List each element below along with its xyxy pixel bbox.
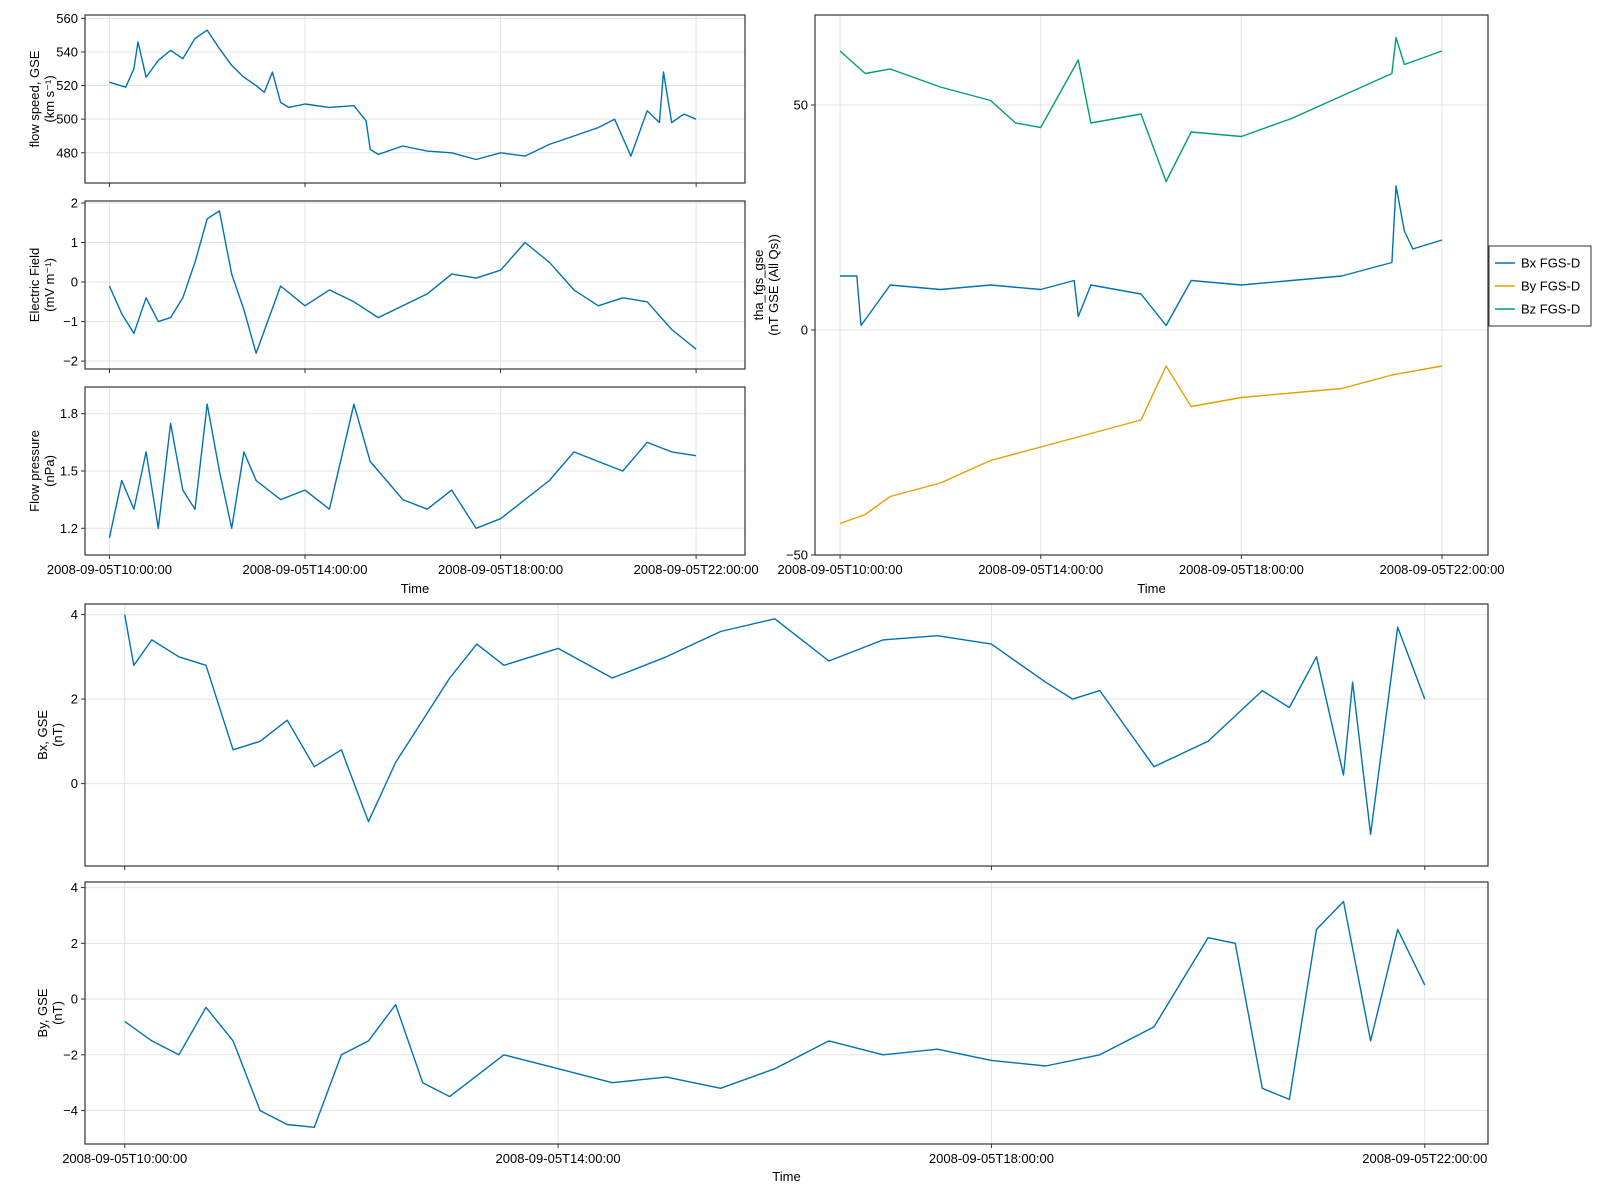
series-line-electric-field — [108, 210, 697, 354]
y-tick-label: −1 — [63, 314, 78, 329]
plot-frame — [84, 14, 746, 184]
x-tick-label: 2008-09-05T18:00:00 — [1179, 562, 1304, 577]
x-tick-label: 2008-09-05T14:00:00 — [496, 1151, 621, 1166]
y-tick-label: 50 — [794, 98, 808, 113]
y-tick-label: 480 — [56, 145, 78, 160]
y-tick-label: 500 — [56, 112, 78, 127]
plot-frame — [84, 881, 1489, 1145]
x-tick-label: 2008-09-05T10:00:00 — [62, 1151, 187, 1166]
x-tick-label: 2008-09-05T10:00:00 — [47, 562, 172, 577]
y-tick-label: −4 — [63, 1103, 78, 1118]
y-tick-label: 520 — [56, 78, 78, 93]
y-tick-label: 2 — [71, 936, 78, 951]
legend-label: Bz FGS-D — [1521, 302, 1580, 317]
x-tick-label: 2008-09-05T22:00:00 — [1379, 562, 1504, 577]
y-tick-label: 1.8 — [60, 406, 78, 421]
y-axis-label: flow speed, GSE(km s⁻¹) — [27, 50, 57, 147]
y-tick-label: 0 — [801, 323, 808, 338]
y-axis-label-line: Bx, GSE — [35, 710, 50, 760]
y-axis-label-line: (nT) — [50, 723, 65, 747]
y-axis-label: Flow pressure(nPa) — [27, 430, 57, 512]
series-line-flow-speed — [109, 29, 697, 161]
y-axis-label-line: (mV m⁻¹) — [42, 258, 57, 312]
tha-fgs-gse-panel: −50 0 50 2008-09-05T10:00:00 2008-09-05T14:0… — [751, 14, 1592, 596]
y-axis-label-line: (km s⁻¹) — [42, 75, 57, 122]
legend-label: By FGS-D — [1521, 279, 1580, 294]
y-axis-label: tha_fgs_gse(nT GSE (All Qs)) — [751, 234, 781, 336]
legend: Bx FGS-D By FGS-D Bz FGS-D — [1488, 245, 1592, 327]
x-axis-label: Time — [772, 1169, 800, 1184]
y-tick-label: 4 — [71, 880, 78, 895]
y-tick-label: −2 — [63, 354, 78, 369]
x-tick-label: 2008-09-05T14:00:00 — [242, 562, 367, 577]
y-tick-label: 0 — [71, 776, 78, 791]
y-axis-label-line: tha_fgs_gse — [751, 250, 766, 321]
y-axis-label: Electric Field(mV m⁻¹) — [27, 248, 57, 322]
legend-label: Bx FGS-D — [1521, 256, 1580, 271]
y-tick-label: 1.2 — [60, 521, 78, 536]
series-line-bx-fgs-d — [840, 185, 1443, 327]
x-axis-label: Time — [1137, 581, 1165, 596]
by-gse-panel: −4 −2 0 2 4 2008-09-05T10:00:00 2008-09-05T14:… — [35, 880, 1489, 1184]
y-axis-label-line: (nT GSE (All Qs)) — [766, 234, 781, 336]
y-tick-label: 0 — [71, 992, 78, 1007]
y-tick-label: −50 — [786, 548, 808, 563]
y-tick-label: 2 — [71, 692, 78, 707]
plot-frame — [84, 603, 1489, 867]
y-tick-label: 1 — [71, 235, 78, 250]
y-tick-label: 0 — [71, 275, 78, 290]
electric-field-panel: −2 −1 0 1 2 Electric Field(mV m⁻¹) — [27, 195, 746, 373]
y-axis-label-line: Flow pressure — [27, 430, 42, 512]
x-tick-label: 2008-09-05T18:00:00 — [438, 562, 563, 577]
x-tick-label: 2008-09-05T22:00:00 — [634, 562, 759, 577]
y-tick-label: 1.5 — [60, 464, 78, 479]
y-axis-label-line: By, GSE — [35, 988, 50, 1037]
x-tick-label: 2008-09-05T14:00:00 — [978, 562, 1103, 577]
plot-frame — [84, 200, 746, 370]
x-tick-label: 2008-09-05T22:00:00 — [1362, 1151, 1487, 1166]
series-line-by-gse — [124, 900, 1426, 1129]
y-tick-label: 4 — [71, 607, 78, 622]
x-tick-label: 2008-09-05T18:00:00 — [929, 1151, 1054, 1166]
y-axis-label-line: (nPa) — [42, 455, 57, 487]
series-line-bx-gse — [124, 614, 1426, 835]
series-line-bz-fgs-d — [839, 36, 1443, 183]
flow-pressure-panel: 1.2 1.5 1.8 2008-09-05T10:00:00 2008-09-05T1… — [27, 386, 759, 596]
y-tick-label: 540 — [56, 44, 78, 59]
bx-gse-panel: 0 2 4 Bx, GSE(nT) — [35, 603, 1489, 870]
y-tick-label: −2 — [63, 1047, 78, 1062]
y-axis-label-line: Electric Field — [27, 248, 42, 322]
plot-frame — [814, 14, 1489, 556]
x-tick-label: 2008-09-05T10:00:00 — [778, 562, 903, 577]
y-axis-label-line: (nT) — [50, 1001, 65, 1025]
y-axis-label: Bx, GSE(nT) — [35, 710, 65, 760]
series-line-flow-pressure — [108, 403, 697, 538]
y-tick-label: 560 — [56, 11, 78, 26]
y-axis-label: By, GSE(nT) — [35, 988, 65, 1037]
series-line-by-fgs-d — [839, 365, 1443, 525]
x-axis-label: Time — [401, 581, 429, 596]
flow-speed-panel: 480 500 520 540 560 flow speed, GSE(km s⁻¹) — [27, 11, 746, 187]
y-axis-label-line: flow speed, GSE — [27, 50, 42, 147]
y-tick-label: 2 — [71, 195, 78, 210]
